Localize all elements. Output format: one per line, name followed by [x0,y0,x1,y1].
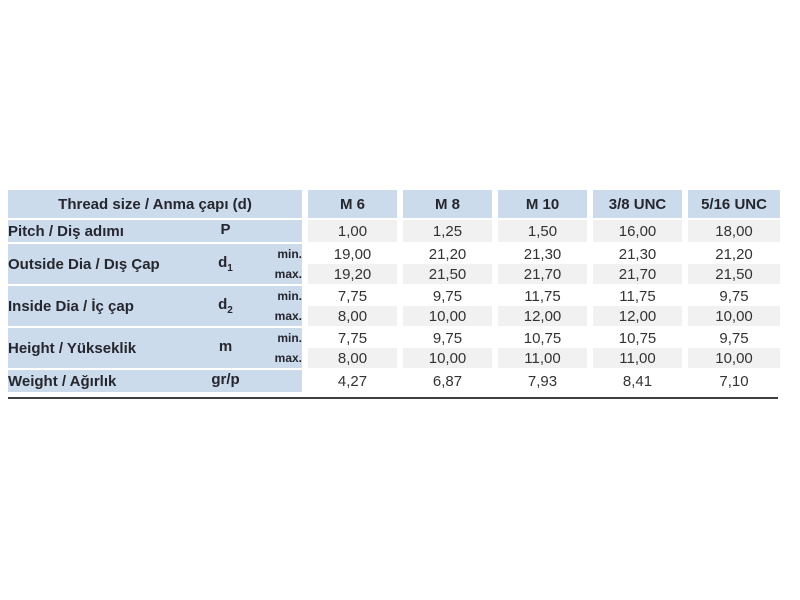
row-height-max: max. 8,00 10,00 11,00 11,00 10,00 [8,348,781,369]
value-cell: 9,75 [682,326,781,348]
row-label: Inside Dia / İç çap [8,284,188,327]
thread-spec-table-wrap: Thread size / Anma çapı (d) M 6 M 8 M 10… [8,190,781,399]
row-inside-dia-max: max. 8,00 10,00 12,00 12,00 10,00 [8,306,781,327]
value-cell: 11,00 [492,348,591,369]
range-label-min: min. [263,326,306,348]
row-inside-dia-min: Inside Dia / İç çap d2 min. 7,75 9,75 11… [8,284,781,327]
symbol-subscript: 1 [227,263,233,274]
row-symbol: d1 [188,242,263,285]
range-cell-empty [263,368,306,392]
range-label-min: min. [263,242,306,264]
symbol-subscript: 2 [227,305,233,316]
value-cell: 12,00 [492,306,591,327]
symbol-text: d [218,296,228,313]
value-cell: 11,75 [587,284,686,306]
value-cell: 18,00 [682,218,781,243]
value-cell: 19,00 [302,242,401,264]
value-cell: 10,00 [682,348,781,369]
col-header-3-8-unc: 3/8 UNC [587,190,686,219]
value-cell: 4,27 [302,368,401,392]
value-cell: 1,25 [397,218,496,243]
table-title-cell: Thread size / Anma çapı (d) [8,190,306,219]
row-label: Height / Yükseklik [8,326,188,369]
row-symbol: m [188,326,263,369]
value-cell: 1,00 [302,218,401,243]
col-header-5-16-unc: 5/16 UNC [682,190,781,219]
value-cell: 9,75 [397,284,496,306]
table-bottom-rule [8,397,778,399]
value-cell: 19,20 [302,264,401,285]
row-symbol: d2 [188,284,263,327]
value-cell: 21,30 [587,242,686,264]
row-label: Outside Dia / Dış Çap [8,242,188,285]
value-cell: 6,87 [397,368,496,392]
value-cell: 21,50 [682,264,781,285]
value-cell: 12,00 [587,306,686,327]
range-label-max: max. [263,348,306,369]
value-cell: 21,70 [587,264,686,285]
col-header-m6: M 6 [302,190,401,219]
row-height-min: Height / Yükseklik m min. 7,75 9,75 10,7… [8,326,781,369]
value-cell: 8,41 [587,368,686,392]
value-cell: 11,75 [492,284,591,306]
value-cell: 1,50 [492,218,591,243]
row-label: Weight / Ağırlık [8,368,188,392]
value-cell: 7,75 [302,326,401,348]
row-outside-dia-max: max. 19,20 21,50 21,70 21,70 21,50 [8,264,781,285]
value-cell: 10,75 [492,326,591,348]
row-outside-dia-min: Outside Dia / Dış Çap d1 min. 19,00 21,2… [8,242,781,285]
symbol-text: P [220,221,231,238]
thread-spec-table: Thread size / Anma çapı (d) M 6 M 8 M 10… [8,190,781,392]
value-cell: 21,30 [492,242,591,264]
col-header-m8: M 8 [397,190,496,219]
table-header-row: Thread size / Anma çapı (d) M 6 M 8 M 10… [8,190,781,219]
value-cell: 21,50 [397,264,496,285]
value-cell: 8,00 [302,348,401,369]
row-symbol: P [188,218,263,243]
value-cell: 21,20 [397,242,496,264]
range-cell-empty [263,218,306,243]
value-cell: 10,00 [397,306,496,327]
symbol-text: gr/p [211,371,240,388]
row-weight: Weight / Ağırlık gr/p 4,27 6,87 7,93 8,4… [8,368,781,392]
value-cell: 9,75 [682,284,781,306]
value-cell: 7,93 [492,368,591,392]
value-cell: 11,00 [587,348,686,369]
row-symbol: gr/p [188,368,263,392]
row-pitch: Pitch / Diş adımı P 1,00 1,25 1,50 16,00… [8,218,781,243]
value-cell: 21,20 [682,242,781,264]
range-label-min: min. [263,284,306,306]
value-cell: 10,00 [682,306,781,327]
symbol-text: d [218,254,228,271]
value-cell: 8,00 [302,306,401,327]
value-cell: 16,00 [587,218,686,243]
value-cell: 7,75 [302,284,401,306]
col-header-m10: M 10 [492,190,591,219]
value-cell: 7,10 [682,368,781,392]
row-label: Pitch / Diş adımı [8,218,188,243]
value-cell: 10,00 [397,348,496,369]
value-cell: 21,70 [492,264,591,285]
value-cell: 10,75 [587,326,686,348]
range-label-max: max. [263,306,306,327]
value-cell: 9,75 [397,326,496,348]
range-label-max: max. [263,264,306,285]
symbol-text: m [218,338,233,355]
